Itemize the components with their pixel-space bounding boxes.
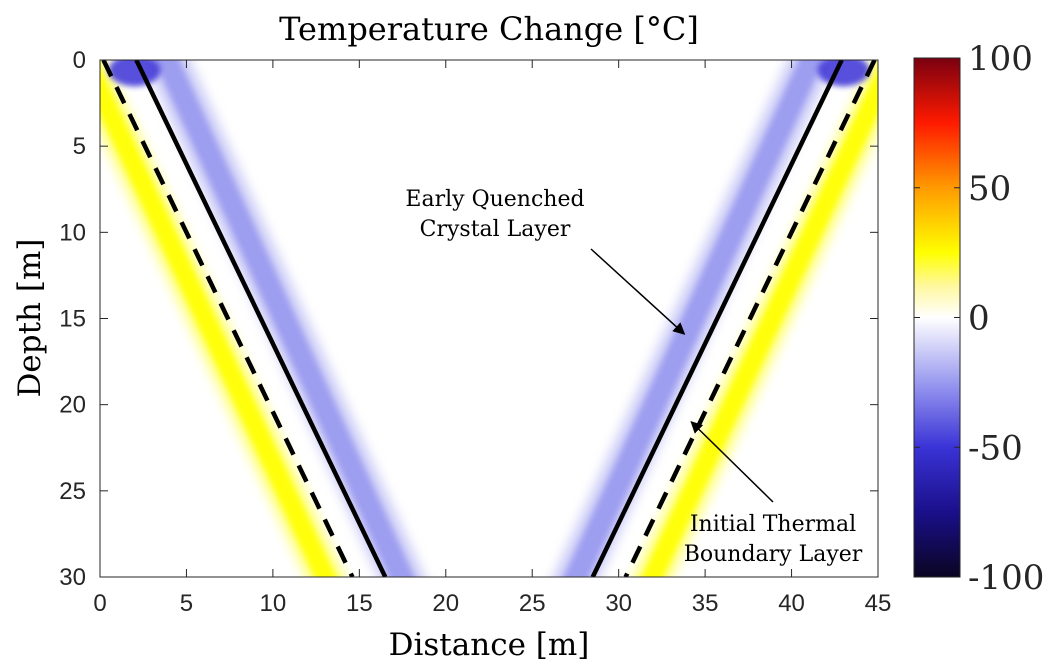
- y-tick-label: 0: [73, 47, 86, 74]
- x-tick-label: 20: [432, 590, 459, 617]
- x-axis-ticks: 0 5 10 15 20 25 30 35 40 45: [93, 60, 891, 617]
- y-axis-label: Depth [m]: [12, 239, 48, 398]
- band-right-quenched-core: [564, 60, 824, 577]
- chart-title: Temperature Change [°C]: [279, 10, 699, 48]
- x-tick-label: 40: [778, 590, 805, 617]
- boundary-line-dashed-1: [101, 60, 355, 577]
- annotation-line: Early Quenched: [405, 187, 584, 212]
- annotation-text-1: Initial Thermal Boundary Layer: [684, 512, 863, 567]
- y-tick-label: 30: [59, 564, 86, 591]
- band-right-thermal-core: [642, 68, 878, 577]
- surface-patch-left: [108, 60, 161, 87]
- colorbar-ticks: 100 50 0 -50 -100: [914, 39, 1044, 598]
- colorbar: [913, 57, 961, 578]
- x-tick-label: 30: [605, 590, 632, 617]
- annotation-arrow-0: [590, 248, 686, 335]
- y-axis-ticks: 0 5 10 15 20 25 30: [59, 47, 878, 591]
- x-tick-label: 45: [865, 590, 892, 617]
- band-left-thermal-outer: [100, 60, 345, 577]
- colorbar-tick-label: 50: [968, 169, 1011, 209]
- annotation-line: Boundary Layer: [684, 542, 863, 567]
- annotations: Early Quenched Crystal Layer Initial Therm…: [405, 187, 862, 567]
- y-tick-label: 20: [59, 392, 86, 419]
- heatmap-bands: [100, 60, 878, 577]
- boundary-line-dashed-3: [623, 60, 877, 577]
- x-tick-label: 25: [519, 590, 546, 617]
- band-left-quenched-core: [154, 60, 414, 577]
- y-tick-label: 10: [59, 219, 86, 246]
- annotation-line: Crystal Layer: [420, 217, 571, 242]
- y-tick-label: 5: [73, 133, 86, 160]
- band-right-thermal-outer: [633, 60, 878, 577]
- surface-patch-right: [817, 60, 870, 87]
- annotation-text-0: Early Quenched Crystal Layer: [405, 187, 584, 242]
- x-tick-label: 0: [93, 590, 106, 617]
- colorbar-tick-label: 100: [968, 39, 1033, 79]
- x-tick-label: 15: [346, 590, 373, 617]
- y-tick-label: 25: [59, 478, 86, 505]
- colorbar-tick-label: 0: [968, 299, 990, 339]
- x-tick-label: 35: [692, 590, 719, 617]
- annotation-line: Initial Thermal: [690, 512, 856, 537]
- annotation-arrow-1: [690, 421, 774, 503]
- boundary-line-solid-0: [134, 60, 388, 577]
- colorbar-tick-label: -50: [968, 428, 1023, 468]
- x-tick-label: 5: [180, 590, 193, 617]
- x-axis-label: Distance [m]: [389, 627, 590, 663]
- x-tick-label: 10: [260, 590, 287, 617]
- y-tick-label: 15: [59, 306, 86, 333]
- boundary-lines: [101, 60, 877, 577]
- colorbar-tick-label: -100: [968, 558, 1044, 598]
- boundary-line-solid-2: [590, 60, 844, 577]
